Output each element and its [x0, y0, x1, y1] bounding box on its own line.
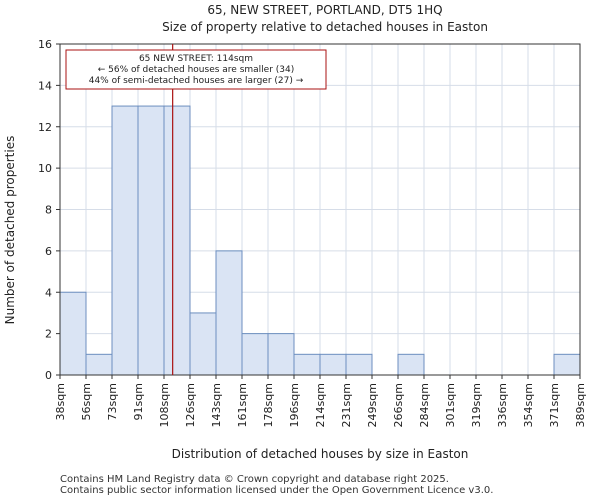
- annotation-frame: [65, 49, 327, 90]
- x-tick-label: 371sqm: [548, 383, 561, 427]
- footer-line1: Contains HM Land Registry data © Crown c…: [60, 474, 449, 485]
- chart-title-line1: 65, NEW STREET, PORTLAND, DT5 1HQ: [207, 3, 442, 17]
- x-tick-label: 143sqm: [210, 383, 223, 427]
- x-tick-label: 73sqm: [106, 383, 119, 420]
- bar: [189, 312, 217, 376]
- bar: [345, 353, 373, 376]
- chart-title-line2: Size of property relative to detached ho…: [162, 20, 488, 34]
- bar: [553, 353, 581, 376]
- x-tick-label: 196sqm: [288, 383, 301, 427]
- x-axis-label: Distribution of detached houses by size …: [172, 447, 469, 461]
- y-axis: 0 2 4 6 8 10 12 14 16: [38, 38, 60, 382]
- bar: [241, 333, 269, 376]
- bar: [111, 105, 139, 376]
- annotation-line3: 44% of semi-detached houses are larger (…: [89, 76, 304, 86]
- bar: [319, 353, 347, 376]
- x-tick-label: 126sqm: [184, 383, 197, 427]
- x-tick-label: 336sqm: [496, 383, 509, 427]
- y-tick-label: 2: [45, 328, 52, 341]
- x-tick-label: 178sqm: [262, 383, 275, 427]
- x-axis: 38sqm 56sqm 73sqm 91sqm 108sqm 126sqm 143sqm 16…: [54, 375, 587, 427]
- footer-line2: Contains public sector information licen…: [60, 485, 494, 496]
- bar: [163, 105, 191, 376]
- x-tick-label: 108sqm: [158, 383, 171, 427]
- annotation-box: 65 NEW STREET: 114sqm ← 56% of detached …: [65, 49, 327, 90]
- y-tick-label: 14: [38, 79, 52, 92]
- x-tick-label: 91sqm: [132, 383, 145, 420]
- x-tick-label: 214sqm: [314, 383, 327, 427]
- x-tick-label: 161sqm: [236, 383, 249, 427]
- x-tick-label: 56sqm: [80, 383, 93, 420]
- y-tick-label: 12: [38, 121, 52, 134]
- y-tick-label: 10: [38, 162, 52, 175]
- bar: [397, 353, 425, 376]
- y-tick-label: 4: [45, 286, 52, 299]
- bar: [293, 353, 321, 376]
- bar: [267, 333, 295, 376]
- x-tick-label: 38sqm: [54, 383, 67, 420]
- x-tick-label: 389sqm: [574, 383, 587, 427]
- bar: [59, 291, 87, 376]
- x-tick-label: 354sqm: [522, 383, 535, 427]
- bar: [85, 353, 113, 376]
- y-tick-label: 8: [45, 204, 52, 217]
- annotation-line2: ← 56% of detached houses are smaller (34…: [98, 65, 295, 75]
- bar: [215, 250, 243, 376]
- x-tick-label: 231sqm: [340, 383, 353, 427]
- x-tick-label: 266sqm: [392, 383, 405, 427]
- y-tick-label: 0: [45, 369, 52, 382]
- x-tick-label: 319sqm: [470, 383, 483, 427]
- x-tick-label: 301sqm: [444, 383, 457, 427]
- y-tick-label: 6: [45, 245, 52, 258]
- y-axis-label: Number of detached properties: [3, 136, 17, 325]
- bars: [59, 105, 581, 376]
- bar: [137, 105, 165, 376]
- x-tick-label: 284sqm: [418, 383, 431, 427]
- annotation-line1: 65 NEW STREET: 114sqm: [139, 54, 253, 64]
- y-tick-label: 16: [38, 38, 52, 51]
- x-tick-label: 249sqm: [366, 383, 379, 427]
- plot-frame: [59, 43, 581, 376]
